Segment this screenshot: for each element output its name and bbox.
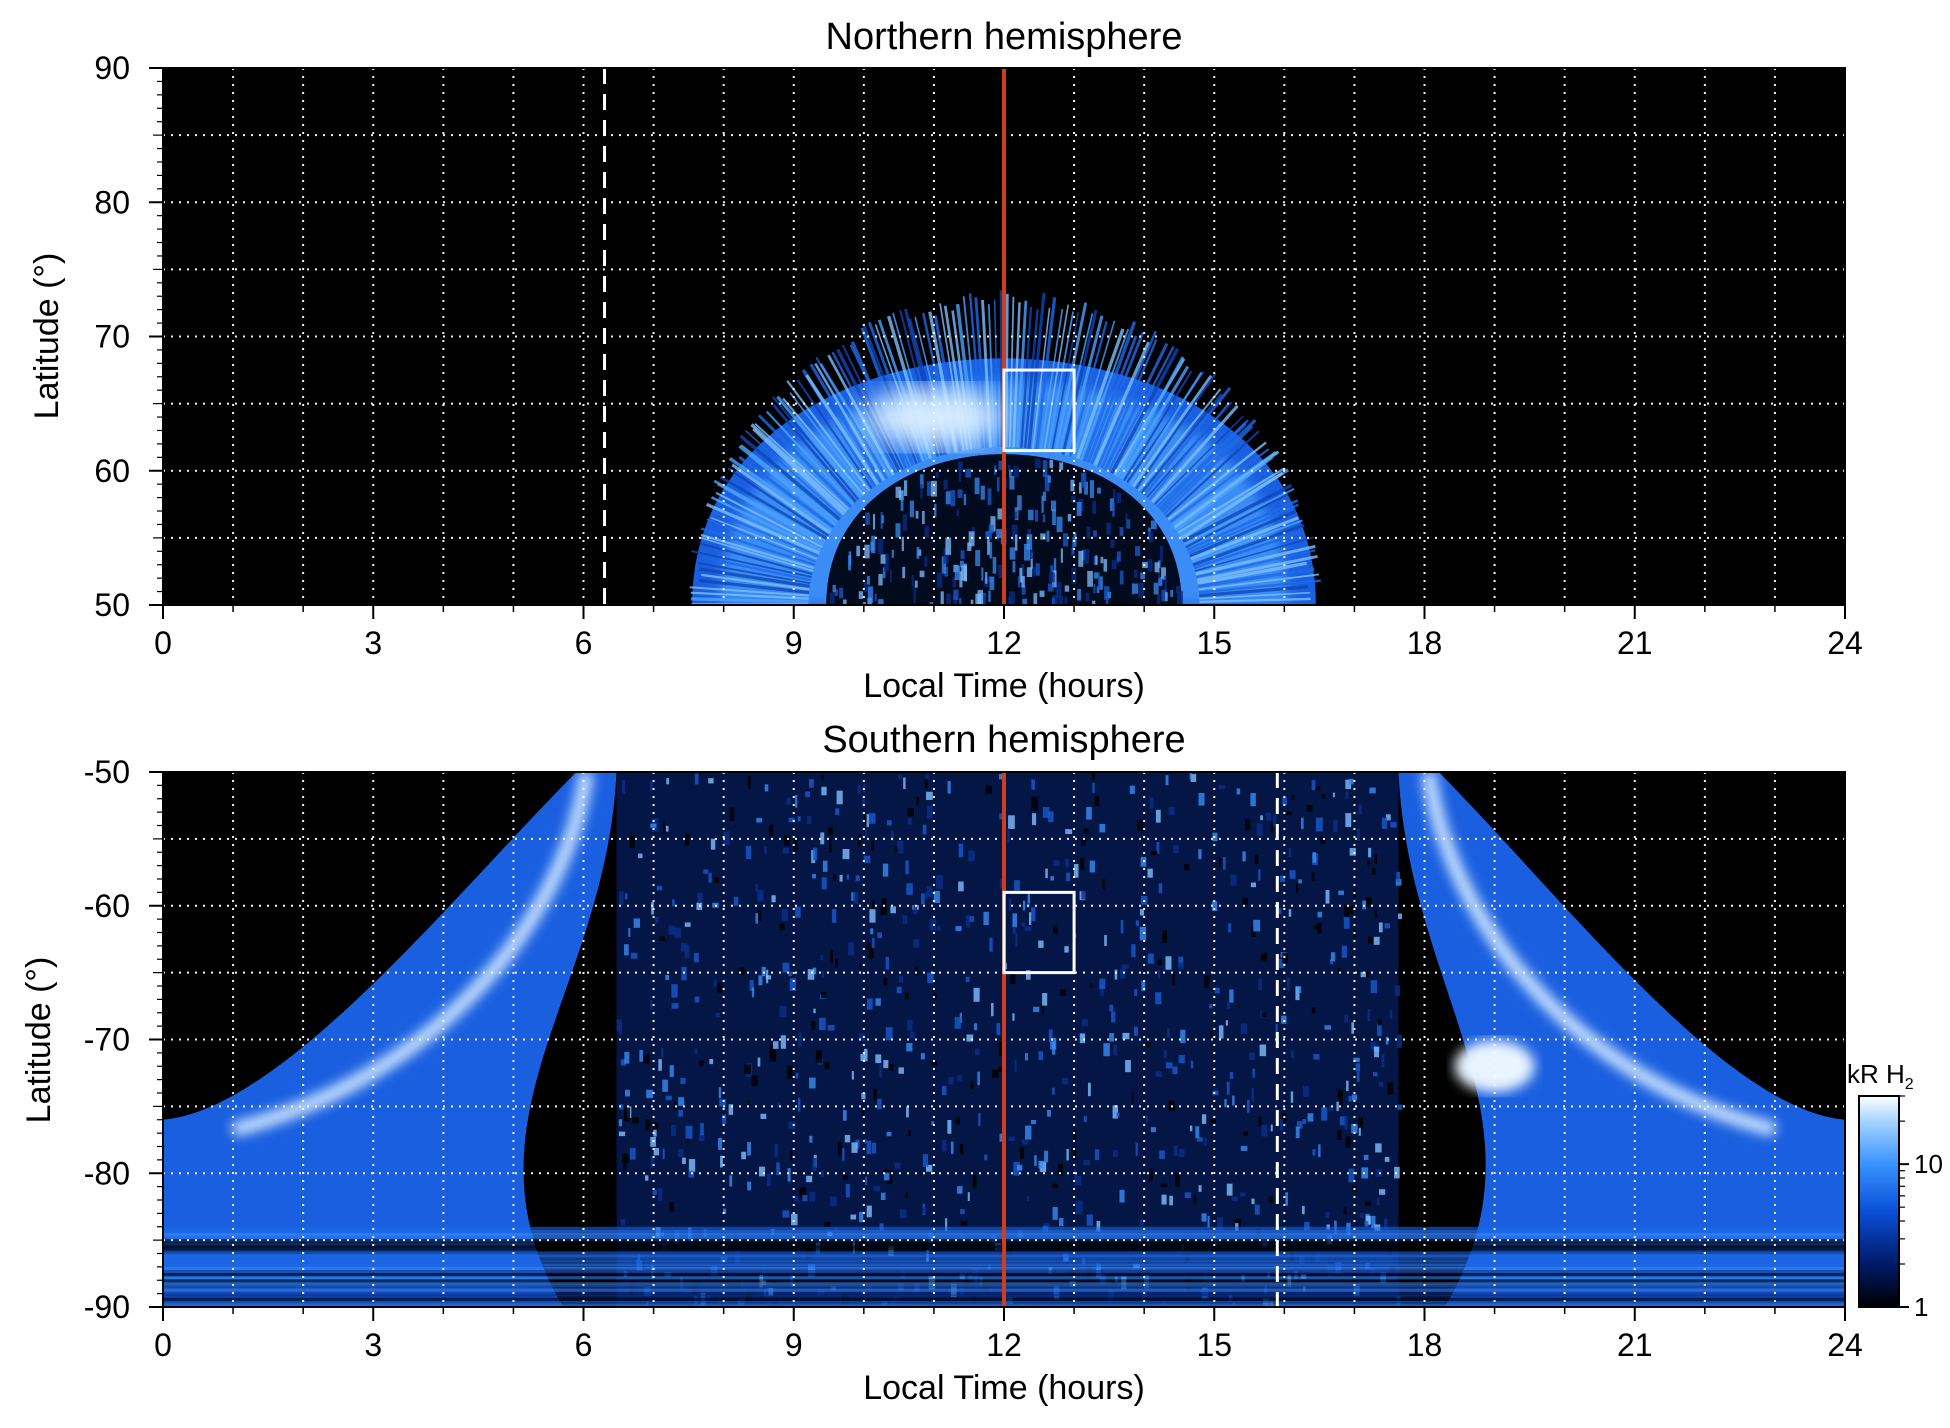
y-tick-label: 90	[94, 50, 130, 86]
y-tick-label: 70	[94, 319, 130, 355]
x-axis-label-northern: Local Time (hours)	[863, 667, 1145, 705]
colorbar: kR H2 1 10	[1847, 1059, 1943, 1322]
y-tick-label: 60	[94, 453, 130, 489]
x-tick-label: 24	[1827, 1327, 1863, 1363]
x-tick-label: 18	[1407, 1327, 1443, 1363]
inner-speckles-north	[829, 458, 1184, 605]
bright-arc-south-left	[231, 772, 594, 1137]
x-tick-label: 9	[785, 625, 803, 661]
annotations-southern	[1002, 772, 1279, 1307]
y-tick-label: -80	[84, 1155, 130, 1191]
x-tick-label: 3	[364, 1327, 382, 1363]
y-tick-label: -90	[84, 1289, 130, 1325]
y-tick-label: 50	[94, 587, 130, 623]
y-tick-label: -60	[84, 888, 130, 924]
chart-title-northern: Northern hemisphere	[826, 16, 1183, 58]
axes-southern: 0 3 6 9 12 15 18 21 24 -90 -80 -70 -60 -50	[84, 754, 1863, 1363]
x-tick-label: 12	[986, 625, 1022, 661]
x-tick-label: 21	[1617, 1327, 1653, 1363]
y-tick-label: -70	[84, 1022, 130, 1058]
bright-spot-south	[1454, 1040, 1535, 1093]
colorbar-label-main: kR H	[1847, 1059, 1905, 1089]
x-axis-label-southern: Local Time (hours)	[863, 1369, 1145, 1407]
x-tick-label: 24	[1827, 625, 1863, 661]
bright-spot-north	[863, 387, 1004, 448]
x-tick-label: 15	[1196, 625, 1232, 661]
y-axis-label-northern: Latitude (°)	[28, 253, 66, 420]
colorbar-tick-label: 1	[1914, 1292, 1928, 1322]
x-tick-label: 9	[785, 1327, 803, 1363]
colorbar-label-subscript: 2	[1905, 1076, 1914, 1093]
x-tick-label: 12	[986, 1327, 1022, 1363]
chart-title-southern: Southern hemisphere	[822, 719, 1185, 761]
x-tick-label: 3	[364, 625, 382, 661]
auroral-region-south-right	[1398, 772, 1845, 1307]
oval-streaks-north	[689, 290, 1321, 605]
selection-box	[1002, 890, 1076, 975]
y-axis-label-southern: Latitude (°)	[20, 957, 58, 1124]
colorbar-tick-label: 10	[1914, 1149, 1943, 1179]
x-tick-label: 21	[1617, 625, 1653, 661]
colorbar-ticks: 1 10	[1899, 1095, 1943, 1322]
x-tick-label: 6	[575, 1327, 593, 1363]
colorbar-label: kR H2	[1847, 1059, 1914, 1093]
x-tick-label: 6	[575, 625, 593, 661]
annotations-northern	[603, 68, 1076, 605]
y-tick-label: 80	[94, 184, 130, 220]
bright-arc-south-right	[1421, 772, 1777, 1137]
axes-northern: 0 3 6 9 12 15 18 21 24 50 60 70 80 90	[94, 50, 1862, 661]
selection-box	[1002, 368, 1076, 453]
emission-map-southern	[163, 772, 1845, 1307]
panel-southern: Southern hemisphere 0 3 6 9 12 15 18 21 24 -90 -80…	[20, 719, 1863, 1407]
x-tick-label: 18	[1407, 625, 1443, 661]
x-tick-label: 0	[154, 625, 172, 661]
x-tick-label: 0	[154, 1327, 172, 1363]
colorbar-gradient	[1858, 1095, 1900, 1308]
y-tick-label: -50	[84, 754, 130, 790]
x-tick-label: 15	[1196, 1327, 1232, 1363]
panel-northern: Northern hemisphere 0 3 6 9 12 15 18 21 24 50 60 70…	[28, 16, 1863, 705]
